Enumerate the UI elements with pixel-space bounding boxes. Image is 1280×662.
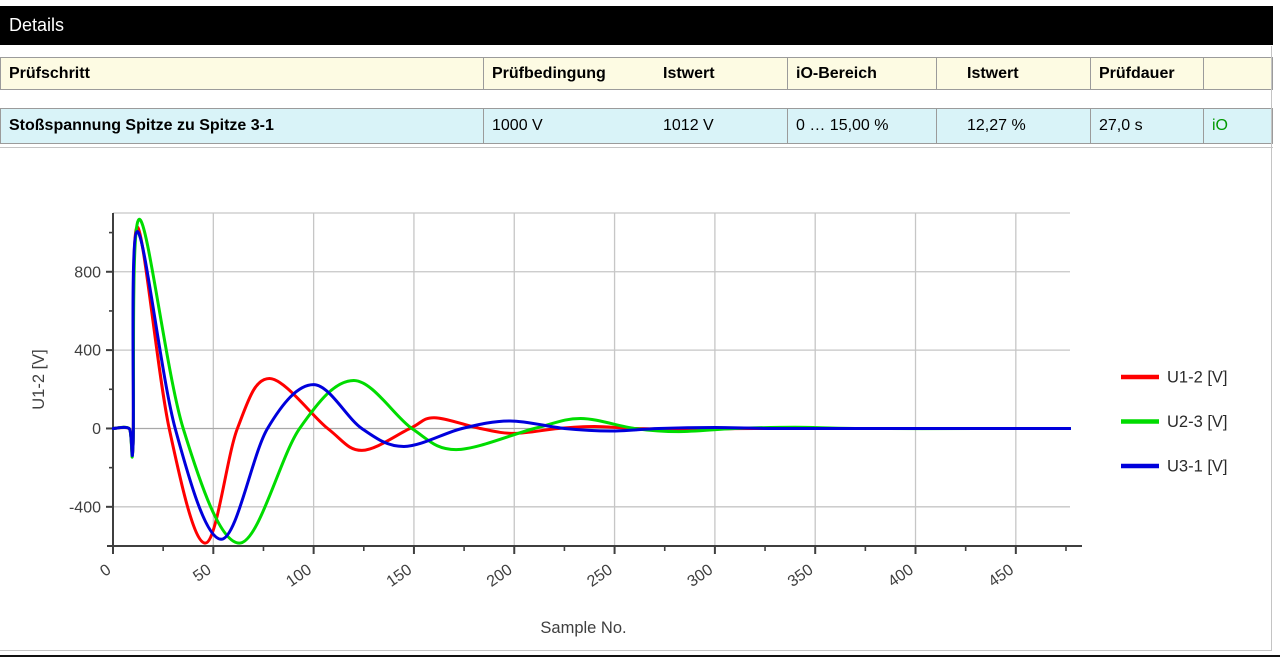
- x-tick-label: 0: [97, 561, 114, 580]
- col-istwert-2: Istwert: [936, 57, 1090, 90]
- y-axis-title: U1-2 [V]: [30, 349, 48, 410]
- x-tick-label: 400: [885, 561, 917, 590]
- x-tick-label: 100: [283, 561, 315, 590]
- cell-pruefschritt: Stoßspannung Spitze zu Spitze 3-1: [0, 108, 483, 144]
- legend-label: U1-2 [V]: [1167, 369, 1228, 387]
- x-axis-title: Sample No.: [540, 619, 626, 637]
- window-bottom-edge: [0, 655, 1280, 657]
- details-title: Details: [9, 15, 65, 35]
- details-title-bar: Details: [0, 6, 1273, 45]
- y-tick-label: -400: [69, 499, 101, 516]
- curve-u1-2-v: [112, 225, 1071, 545]
- col-pruefdauer: Prüfdauer: [1090, 57, 1203, 90]
- x-tick-label: 300: [685, 561, 717, 590]
- cell-io-bereich: 0 … 15,00 %: [787, 108, 936, 144]
- y-tick-label: 400: [74, 343, 101, 360]
- status-io: iO: [1203, 108, 1273, 144]
- widget-right-border: [1271, 46, 1272, 650]
- cell-istwert-2: 12,27 %: [936, 108, 1090, 144]
- x-tick-label: 200: [484, 561, 516, 590]
- x-tick-label: 250: [584, 561, 616, 590]
- cell-pruefdauer: 27,0 s: [1090, 108, 1203, 144]
- widget-bottom-border: [0, 650, 1272, 651]
- x-tick-label: 450: [985, 561, 1017, 590]
- col-pruefschritt: Prüfschritt: [0, 57, 483, 90]
- legend-label: U3-1 [V]: [1167, 458, 1228, 476]
- curve-u2-3-v: [112, 217, 1071, 545]
- test-step-row[interactable]: Stoßspannung Spitze zu Spitze 3-1 1000 V…: [0, 108, 1273, 144]
- cell-istwert-1: 1012 V: [655, 108, 787, 144]
- y-tick-label: 0: [92, 421, 101, 438]
- table-bottom-shadow-line: [0, 147, 1273, 148]
- results-table-header: Prüfschritt Prüfbedingung Istwert iO-Ber…: [0, 57, 1273, 90]
- col-istwert-1: Istwert: [655, 57, 787, 90]
- y-tick-label: 800: [74, 264, 101, 281]
- cell-pruefbedingung: 1000 V: [483, 108, 655, 144]
- curve-u3-1-v: [112, 230, 1071, 541]
- x-tick-label: 50: [190, 561, 214, 585]
- x-tick-label: 350: [785, 561, 817, 590]
- col-status: [1203, 57, 1273, 90]
- col-pruefbedingung: Prüfbedingung: [483, 57, 655, 90]
- legend-label: U2-3 [V]: [1167, 413, 1228, 431]
- col-io-bereich: iO-Bereich: [787, 57, 936, 90]
- x-tick-label: 150: [384, 561, 416, 590]
